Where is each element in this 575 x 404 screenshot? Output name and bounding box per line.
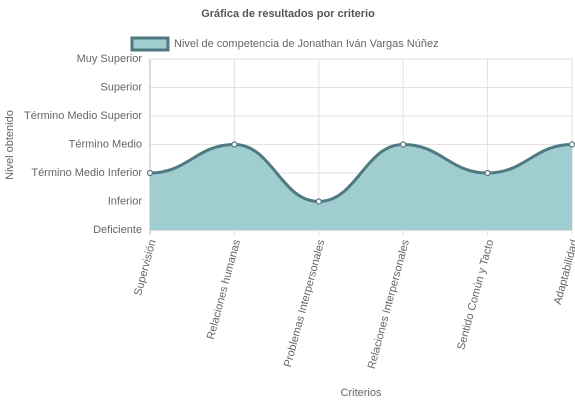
x-tick-label: Sentido Común y Tacto xyxy=(455,238,496,351)
point xyxy=(315,198,322,205)
point xyxy=(146,169,154,177)
point xyxy=(400,141,407,148)
y-tick-label: Término Medio xyxy=(69,138,142,150)
y-tick-label: Término Medio Superior xyxy=(24,110,142,122)
y-tick-label: Superior xyxy=(100,81,142,93)
x-tick-label: Adaptabilidad xyxy=(552,238,575,306)
point xyxy=(484,169,491,177)
y-tick-label: Inferior xyxy=(108,195,143,207)
legend-label: Nivel de competencia de Jonathan Iván Va… xyxy=(174,38,439,50)
x-tick-label: Supervisión xyxy=(132,238,158,297)
chart-title: Gráfica de resultados por criterio xyxy=(201,8,375,20)
y-axis-title: Nivel obtenido xyxy=(4,110,16,180)
x-axis-title: Criterios xyxy=(341,387,382,399)
line xyxy=(149,142,573,204)
point xyxy=(231,141,238,148)
y-tick-label: Término Medio Inferior xyxy=(31,167,142,179)
x-tick-label: Problemas Interpersonales xyxy=(282,238,328,369)
point xyxy=(568,141,575,148)
y-tick-label: Deficiente xyxy=(93,224,142,236)
y-tick-label: Muy Superior xyxy=(77,53,143,65)
x-tick-label: Relaciones humanas xyxy=(205,238,243,341)
x-tick-label: Relaciones Interpersonales xyxy=(366,238,412,370)
area xyxy=(150,144,572,230)
legend-swatch xyxy=(130,36,170,52)
